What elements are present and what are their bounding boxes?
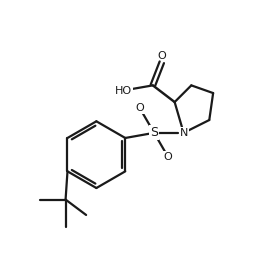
Text: O: O bbox=[136, 103, 144, 114]
Text: N: N bbox=[179, 128, 188, 138]
Text: S: S bbox=[150, 126, 158, 139]
Text: O: O bbox=[164, 152, 172, 162]
Text: O: O bbox=[157, 51, 166, 61]
Text: HO: HO bbox=[115, 85, 132, 95]
